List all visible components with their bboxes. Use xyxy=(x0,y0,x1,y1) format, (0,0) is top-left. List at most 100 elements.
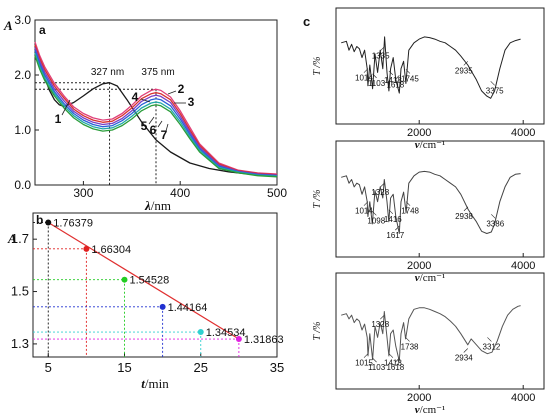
peak-label: 1014 xyxy=(355,74,373,83)
series-line-6 xyxy=(34,52,278,177)
peak-leader xyxy=(463,61,469,66)
peak-label: 3375 xyxy=(486,86,504,95)
data-label-1: 1.76379 xyxy=(53,217,93,229)
data-point-5 xyxy=(197,329,204,336)
peak-leader xyxy=(388,70,394,76)
y-axis-label: T /% xyxy=(312,57,323,76)
peak-leader xyxy=(395,225,400,231)
panel-a: 300 400 500 0.0 1.0 2.0 3.0A a λ/nm 327 nm 375 nm 1… xyxy=(3,13,287,213)
curve-label-leader-4 xyxy=(140,98,151,103)
data-label-4: 1.44164 xyxy=(168,302,208,314)
series-line-5 xyxy=(34,49,278,177)
x-tick-label: 300 xyxy=(73,186,93,200)
peak-leader xyxy=(372,73,377,79)
x-tick-label: 500 xyxy=(267,186,287,200)
series-line-4 xyxy=(34,47,278,176)
panel-label-b: b xyxy=(36,213,43,227)
y-tick-label: 2.0 xyxy=(14,68,31,82)
series-line-3 xyxy=(34,44,278,176)
y-tick-label: 1.3 xyxy=(11,336,29,351)
x-axis-label-var: λ xyxy=(144,198,151,213)
x-tick-label: 4000 xyxy=(511,392,535,404)
ftir-spectrum-2 xyxy=(341,170,521,234)
annotation-375nm: 375 nm xyxy=(141,67,174,78)
peak-leader xyxy=(363,68,369,73)
x-axis-label-unit: /cm⁻¹ xyxy=(420,139,446,151)
y-tick-label: 3.0 xyxy=(14,13,31,27)
peak-label: 2934 xyxy=(455,354,473,363)
y-tick-label: 0.0 xyxy=(14,178,31,192)
curve-label-leader-2 xyxy=(167,90,177,95)
peak-label: 1618 xyxy=(386,363,404,372)
data-point-2 xyxy=(83,245,90,252)
axes-frame-1 xyxy=(335,7,545,125)
curve-label-1: 1 xyxy=(55,112,62,126)
x-tick-label: 2000 xyxy=(407,260,431,272)
peak-leader xyxy=(395,357,400,363)
x-axis-label: v/cm⁻¹ xyxy=(415,139,446,151)
axes-frame-3 xyxy=(335,272,545,390)
peak-leader xyxy=(380,314,385,320)
peak-label: 1745 xyxy=(401,74,419,83)
peak-label: 1335 xyxy=(372,52,390,61)
x-tick-label: 4000 xyxy=(511,127,535,139)
peak-label: 3312 xyxy=(483,342,501,351)
data-label-5: 1.34534 xyxy=(206,327,246,339)
x-tick-label: 2000 xyxy=(407,127,431,139)
y-tick-label: 1.5 xyxy=(11,284,29,299)
peak-label: 3386 xyxy=(486,219,504,228)
peak-label: 1418 xyxy=(384,359,402,368)
x-tick-label: 400 xyxy=(170,186,190,200)
x-axis-label: v/cm⁻¹ xyxy=(415,272,446,284)
data-label-6: 1.31863 xyxy=(244,334,284,346)
x-axis-label-var: t xyxy=(141,376,145,391)
peak-label: 1103 xyxy=(368,363,386,372)
peak-leader xyxy=(405,337,410,342)
peak-label: 1418 xyxy=(384,76,402,85)
data-label-3: 1.54528 xyxy=(130,275,170,287)
panel-b: 5 15 25 35 1.3 1.5 1.7Ab t/min 1.76379 1.66304 1.5… xyxy=(7,212,284,391)
peak-label: 2938 xyxy=(455,212,473,221)
peak-label: 1328 xyxy=(371,320,389,329)
x-axis-label-var: v xyxy=(415,139,420,151)
x-tick-label: 5 xyxy=(45,360,52,375)
peak-leader xyxy=(463,206,469,212)
fit-line xyxy=(47,221,240,340)
peak-leader xyxy=(405,69,411,74)
peak-label: 1748 xyxy=(401,207,419,216)
peak-label: 1328 xyxy=(371,188,389,197)
peak-leader xyxy=(490,81,495,86)
y-axis-label: A xyxy=(7,231,17,246)
peak-label: 1738 xyxy=(401,342,419,351)
peak-leader xyxy=(405,201,411,206)
curve-label-leader-6 xyxy=(157,120,163,128)
peak-leader xyxy=(388,209,394,215)
peak-label: 1416 xyxy=(384,215,402,224)
x-tick-label: 35 xyxy=(270,360,284,375)
curve-label-leader-1 xyxy=(61,99,71,116)
peak-leader xyxy=(380,182,385,188)
x-axis-label: λ/nm xyxy=(144,198,171,213)
peak-leader xyxy=(491,214,496,219)
curve-label-5: 5 xyxy=(141,119,148,133)
x-tick-label: 4000 xyxy=(511,260,535,272)
curve-label-leader-5 xyxy=(148,116,155,125)
ftir-spectrum-1 xyxy=(341,36,521,99)
peak-label: 1098 xyxy=(367,216,385,225)
x-axis-label-unit: /cm⁻¹ xyxy=(420,272,446,284)
data-point-6 xyxy=(235,336,242,343)
curve-label-2: 2 xyxy=(178,82,185,96)
peak-label: 1015 xyxy=(355,359,373,368)
curve-label-3: 3 xyxy=(188,95,195,109)
peak-label: 2935 xyxy=(455,66,473,75)
x-tick-label: 2000 xyxy=(407,392,431,404)
data-point-3 xyxy=(121,276,128,283)
series-line-2 xyxy=(34,41,278,175)
panel-label-c: c xyxy=(303,14,310,29)
peak-label: 1617 xyxy=(386,231,404,240)
annotation-327nm: 327 nm xyxy=(91,67,124,78)
series-line-1 xyxy=(34,49,278,177)
x-tick-label: 25 xyxy=(194,360,208,375)
